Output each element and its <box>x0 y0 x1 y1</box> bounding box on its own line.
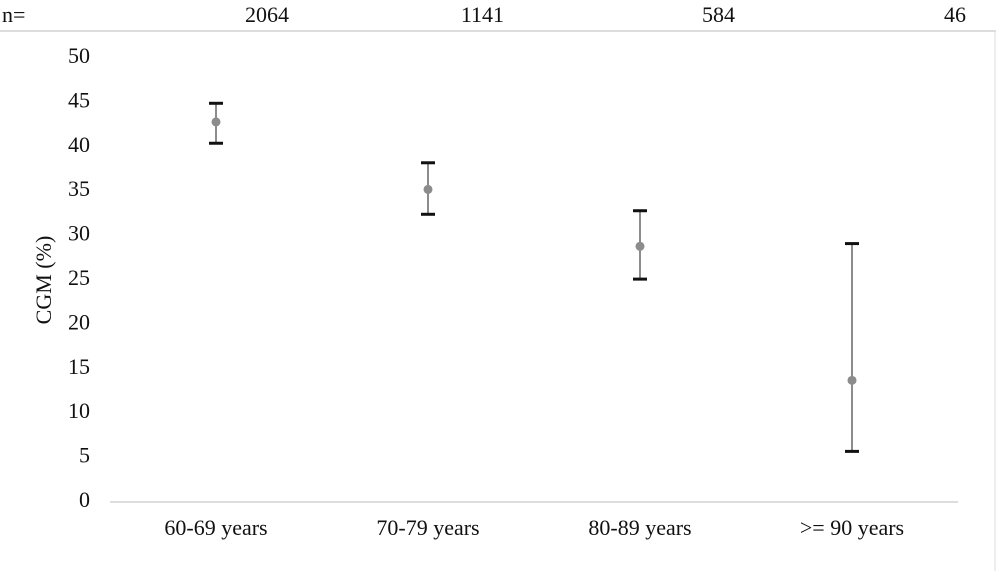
y-tick-label: 35 <box>68 176 90 201</box>
n-count: 46 <box>944 2 966 27</box>
n-label: n= <box>2 2 25 27</box>
n-count: 584 <box>702 2 735 27</box>
x-tick-label: 80-89 years <box>588 515 691 540</box>
x-tick-label: >= 90 years <box>800 515 904 540</box>
y-tick-label: 45 <box>68 87 90 112</box>
y-tick-label: 50 <box>68 43 90 68</box>
y-tick-label: 40 <box>68 132 90 157</box>
n-count: 2064 <box>245 2 289 27</box>
point <box>211 117 221 127</box>
y-tick-label: 0 <box>79 487 90 512</box>
y-tick-label: 10 <box>68 398 90 423</box>
point <box>635 241 645 251</box>
x-tick-label: 70-79 years <box>376 515 479 540</box>
y-tick-label: 25 <box>68 265 90 290</box>
point <box>423 184 433 194</box>
y-tick-label: 15 <box>68 354 90 379</box>
x-tick-label: 60-69 years <box>164 515 267 540</box>
point <box>847 375 857 385</box>
y-axis-label: CGM (%) <box>31 236 56 325</box>
n-count: 1141 <box>461 2 504 27</box>
y-tick-label: 20 <box>68 309 90 334</box>
y-tick-label: 5 <box>79 443 90 468</box>
y-tick-label: 30 <box>68 221 90 246</box>
